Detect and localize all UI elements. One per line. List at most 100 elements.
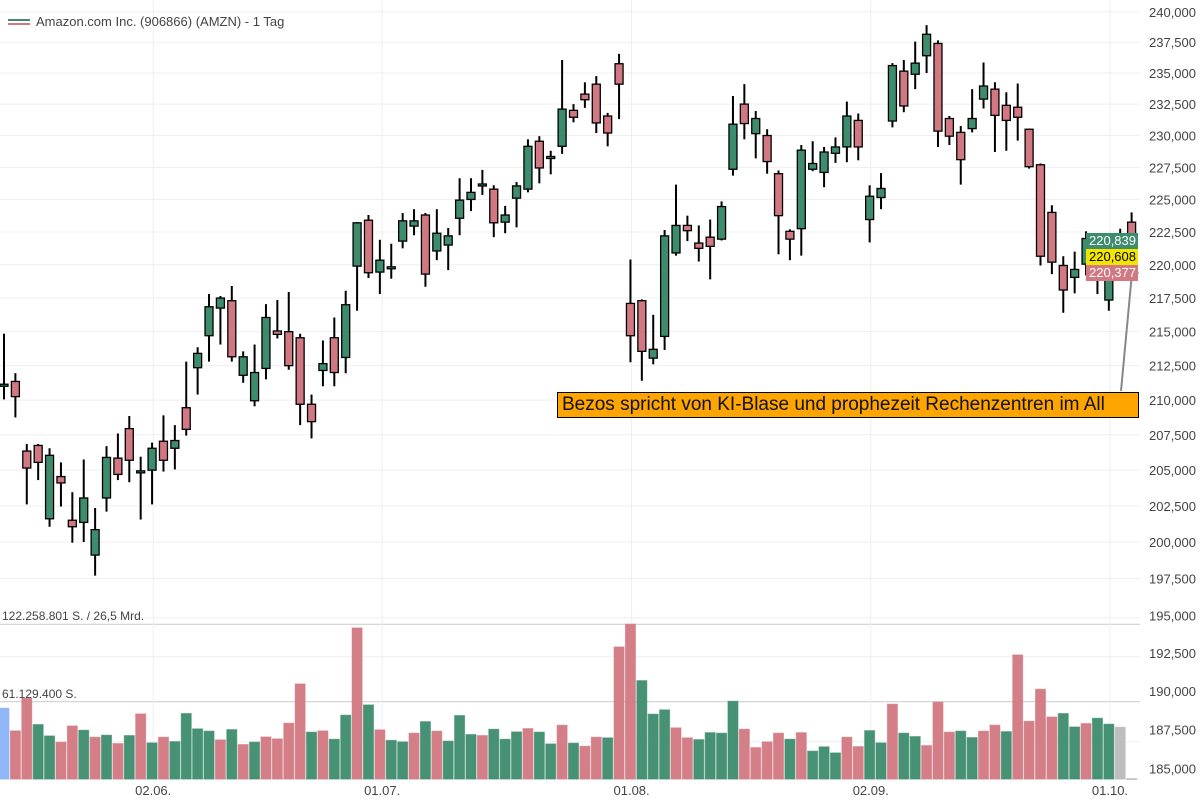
volume-bar	[21, 697, 33, 780]
candle-body	[147, 447, 157, 471]
volume-bar	[465, 734, 477, 780]
volume-bar	[1069, 726, 1081, 780]
candle-body	[101, 456, 112, 499]
price-axis: 240,000 237,500 235,000 232,500 230,000 227,5…	[1149, 5, 1196, 777]
candle	[215, 296, 226, 345]
y-tick-label: 207,500	[1149, 428, 1196, 443]
candle	[227, 286, 237, 362]
candle-body	[466, 191, 476, 201]
candle-body	[352, 222, 362, 267]
volume-bar	[761, 741, 773, 780]
candle-body	[397, 220, 408, 242]
x-tick-label: 02.06.	[135, 783, 171, 798]
candle-body	[204, 306, 214, 337]
volume-bar	[226, 729, 238, 780]
volume-bar	[784, 738, 796, 780]
candle-body	[432, 232, 442, 252]
candle	[79, 459, 89, 542]
volume-bar	[511, 731, 523, 780]
volume-bar	[101, 734, 113, 780]
volume-bar	[670, 727, 682, 780]
candle	[557, 60, 567, 154]
x-tick-label: 02.09.	[853, 783, 889, 798]
candle	[56, 462, 66, 507]
candle-body	[614, 63, 624, 85]
candle-body	[295, 337, 305, 405]
candle	[101, 446, 112, 512]
volume-bar	[157, 736, 169, 780]
y-tick-label: 187,500	[1149, 723, 1196, 738]
candle	[534, 136, 544, 184]
candle-body	[113, 457, 123, 476]
volume-bar	[989, 724, 1001, 780]
volume-bar	[340, 714, 352, 780]
volume-bar	[898, 732, 910, 780]
candle-body	[557, 108, 567, 147]
candle-body	[1058, 264, 1068, 291]
candle-body	[944, 117, 955, 137]
volume-bar	[408, 732, 420, 780]
candle	[808, 141, 818, 172]
candle	[1024, 128, 1034, 169]
volume-bar	[351, 627, 363, 780]
candle	[990, 82, 1000, 153]
volume-bar	[579, 745, 591, 780]
y-tick-label: 227,500	[1149, 160, 1196, 175]
candle	[842, 101, 852, 163]
y-tick-label: 200,000	[1149, 535, 1196, 550]
candle-body	[921, 33, 932, 57]
candle-body	[10, 380, 21, 398]
volume-bar	[943, 731, 955, 780]
candle-body	[33, 444, 43, 464]
candle	[158, 415, 169, 472]
candle-body	[181, 407, 191, 430]
volume-bar	[294, 683, 306, 780]
volume-bar	[431, 730, 443, 780]
candle-body	[341, 304, 351, 359]
volume-bar	[419, 721, 431, 780]
candle	[284, 292, 294, 370]
candle-body	[170, 439, 180, 449]
candle-body	[318, 362, 328, 372]
candle	[397, 213, 408, 249]
candle	[1001, 92, 1011, 151]
candle-body	[978, 85, 989, 100]
candle	[568, 104, 579, 123]
candle-body	[625, 302, 636, 337]
volume-bar	[704, 732, 716, 780]
candle	[363, 215, 374, 279]
volume-bar	[9, 730, 21, 780]
news-annotation[interactable]: Bezos spricht von KI-Blase und prophezei…	[557, 392, 1139, 418]
candle-body	[819, 151, 829, 174]
candle	[785, 229, 795, 261]
volume-bar	[1046, 716, 1058, 780]
candle	[830, 137, 841, 163]
candle-body	[238, 356, 248, 376]
candle-body	[990, 88, 1000, 117]
volume-bar	[499, 738, 511, 780]
candle	[591, 76, 601, 134]
candle-body	[90, 528, 100, 556]
candle-body	[603, 115, 613, 134]
volume-bar	[807, 750, 819, 780]
candle	[466, 178, 476, 212]
candle-body	[637, 300, 647, 352]
candle	[90, 507, 100, 576]
volume-bar	[1057, 713, 1069, 780]
candle	[637, 299, 647, 381]
candle	[10, 373, 21, 418]
date-axis: 02.06. 01.07. 01.08. 02.09. 01.10.	[135, 783, 1128, 798]
volume-bar	[283, 722, 295, 780]
candle-body	[762, 134, 772, 163]
candle-body	[751, 117, 761, 135]
candle-body	[796, 149, 806, 230]
candle-body	[192, 352, 203, 369]
candle	[876, 173, 886, 210]
candle	[22, 444, 32, 505]
volume-bar	[32, 724, 44, 780]
volume-bar	[362, 704, 374, 780]
volume-half-label: 61.129.400 S.	[2, 687, 77, 701]
candle-body	[56, 475, 66, 484]
candle	[967, 89, 977, 133]
volume-bar	[78, 729, 90, 780]
